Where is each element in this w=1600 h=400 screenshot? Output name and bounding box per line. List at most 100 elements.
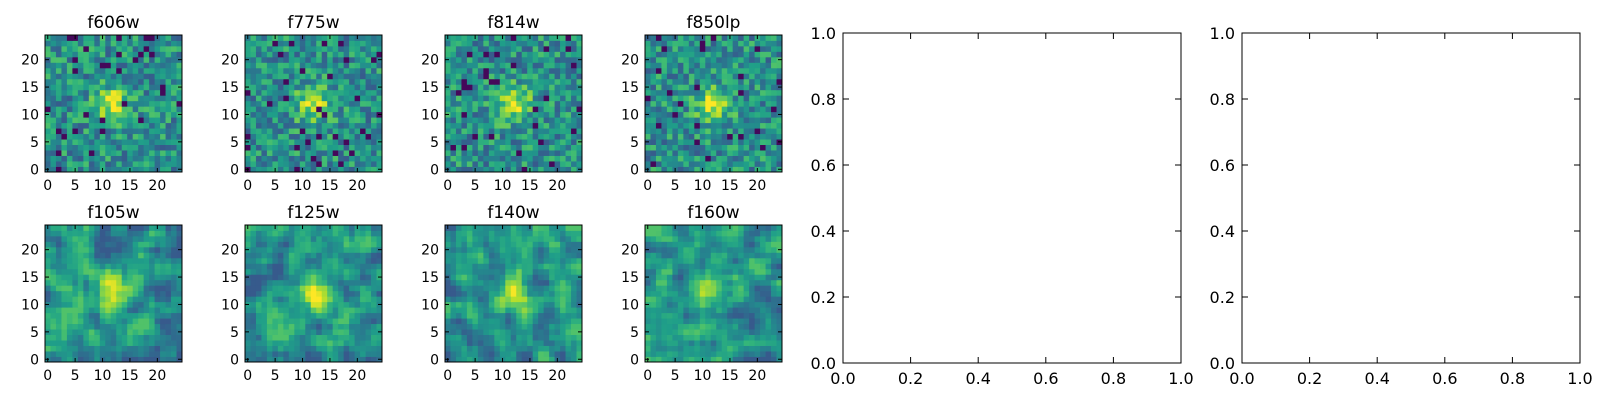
heatmap-cell (721, 351, 728, 357)
heatmap-cell (50, 290, 57, 297)
heatmap-cell (349, 161, 355, 167)
heatmap-cell (83, 340, 90, 346)
heatmap-cell (543, 290, 550, 297)
heatmap-cell (749, 290, 755, 297)
heatmap-cell (727, 307, 734, 314)
heatmap-cell (116, 312, 123, 319)
heatmap-cell (721, 356, 728, 363)
heatmap-cell (483, 106, 490, 113)
heatmap-cell (472, 133, 479, 140)
heatmap-cell (672, 111, 679, 118)
heatmap-cell (694, 73, 701, 80)
heatmap-cell (743, 73, 750, 80)
heatmap-cell (721, 307, 728, 314)
heatmap-cell (499, 323, 506, 330)
heatmap-cell (121, 318, 128, 325)
heatmap-cell (88, 67, 95, 74)
heatmap-cell (699, 100, 706, 107)
heatmap-cell (261, 329, 268, 335)
heatmap-cell (455, 40, 462, 47)
heatmap-cell (110, 230, 117, 237)
heatmap-cell (661, 307, 668, 314)
heatmap-cell (461, 161, 468, 167)
heatmap-cell (499, 45, 506, 52)
heatmap-cell (45, 89, 51, 96)
heatmap-cell (338, 67, 345, 74)
heatmap-cell (310, 45, 317, 52)
heatmap-cell (360, 268, 366, 275)
heatmap-cell (255, 356, 262, 363)
heatmap-cell (255, 35, 262, 41)
heatmap-cell (365, 296, 372, 303)
heatmap-cell (72, 144, 79, 151)
heatmap-cell (466, 340, 473, 346)
heatmap-cell (121, 100, 128, 107)
heatmap-cell (250, 106, 257, 113)
heatmap-cell (666, 45, 673, 52)
heatmap-cell (171, 340, 177, 346)
heatmap-cell (288, 40, 295, 47)
heatmap-cell (149, 51, 155, 58)
heatmap-cell (565, 307, 572, 314)
heatmap-cell (55, 345, 62, 352)
heatmap-cell (565, 329, 572, 335)
heatmap-cell (472, 246, 479, 253)
heatmap-cell (299, 274, 306, 281)
heatmap-cell (554, 252, 561, 259)
heatmap-cell (543, 67, 550, 74)
heatmap-cell (472, 290, 479, 297)
heatmap-cell (466, 285, 473, 292)
panel-6-cells (445, 225, 583, 363)
heatmap-cell (543, 40, 550, 47)
heatmap-cell (494, 40, 501, 47)
heatmap-cell (776, 351, 783, 357)
heatmap-cell (521, 84, 528, 91)
heatmap-cell (554, 351, 561, 357)
heatmap-cell (760, 40, 766, 47)
heatmap-cell (66, 35, 73, 41)
heatmap-cell (250, 285, 257, 292)
heatmap-cell (688, 318, 695, 325)
heatmap-cell (461, 246, 468, 253)
heatmap-cell (143, 62, 150, 69)
heatmap-cell (77, 230, 84, 237)
heatmap-cell (99, 274, 106, 281)
heatmap-cell (321, 89, 328, 96)
heatmap-cell (83, 117, 90, 124)
heatmap-cell (149, 318, 155, 325)
heatmap-cell (154, 285, 161, 292)
heatmap-cell (316, 161, 323, 167)
heatmap-cell (154, 351, 161, 357)
heatmap-cell (576, 161, 583, 167)
heatmap-cell (176, 45, 183, 52)
heatmap-cell (110, 166, 117, 173)
heatmap-cell (754, 155, 761, 162)
heatmap-cell (121, 285, 128, 292)
heatmap-cell (549, 285, 555, 292)
heatmap-cell (677, 100, 684, 107)
heatmap-cell (360, 62, 366, 69)
heatmap-cell (650, 345, 657, 352)
heatmap-cell (655, 351, 662, 357)
heatmap-cell (705, 301, 712, 308)
heatmap-cell (288, 150, 295, 156)
heatmap-cell (549, 246, 555, 253)
y-tick-label: 15 (421, 270, 439, 286)
heatmap-cell (72, 312, 79, 319)
heatmap-cell (771, 161, 777, 167)
heatmap-cell (272, 290, 279, 297)
heatmap-cell (450, 106, 457, 113)
heatmap-cell (110, 323, 117, 330)
heatmap-cell (543, 161, 550, 167)
heatmap-cell (376, 67, 383, 74)
heatmap-cell (327, 340, 334, 346)
heatmap-cell (165, 225, 172, 231)
heatmap-cell (743, 128, 750, 135)
heatmap-cell (710, 111, 717, 118)
heatmap-cell (455, 89, 462, 96)
heatmap-cell (266, 95, 273, 102)
heatmap-cell (143, 246, 150, 253)
heatmap-cell (61, 78, 68, 85)
heatmap-cell (338, 323, 345, 330)
heatmap-cell (50, 155, 57, 162)
